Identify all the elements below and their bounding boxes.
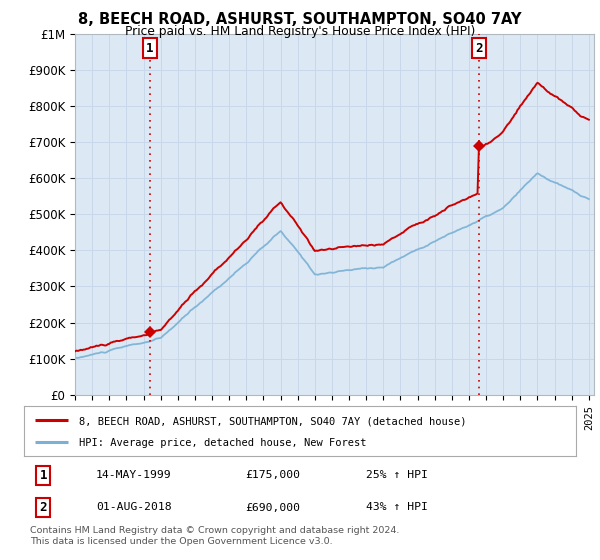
Text: 8, BEECH ROAD, ASHURST, SOUTHAMPTON, SO40 7AY: 8, BEECH ROAD, ASHURST, SOUTHAMPTON, SO4… <box>78 12 522 27</box>
Text: 14-MAY-1999: 14-MAY-1999 <box>96 470 172 480</box>
Text: Price paid vs. HM Land Registry's House Price Index (HPI): Price paid vs. HM Land Registry's House … <box>125 25 475 38</box>
Text: 1: 1 <box>40 469 47 482</box>
Text: 43% ↑ HPI: 43% ↑ HPI <box>366 502 428 512</box>
Text: 25% ↑ HPI: 25% ↑ HPI <box>366 470 428 480</box>
Text: £175,000: £175,000 <box>245 470 300 480</box>
Text: £690,000: £690,000 <box>245 502 300 512</box>
Text: 01-AUG-2018: 01-AUG-2018 <box>96 502 172 512</box>
Text: 8, BEECH ROAD, ASHURST, SOUTHAMPTON, SO40 7AY (detached house): 8, BEECH ROAD, ASHURST, SOUTHAMPTON, SO4… <box>79 416 467 426</box>
Text: 1: 1 <box>146 41 154 54</box>
Text: HPI: Average price, detached house, New Forest: HPI: Average price, detached house, New … <box>79 438 367 449</box>
Text: 2: 2 <box>40 501 47 514</box>
Text: 2: 2 <box>475 41 482 54</box>
Text: Contains HM Land Registry data © Crown copyright and database right 2024.
This d: Contains HM Land Registry data © Crown c… <box>30 526 400 546</box>
